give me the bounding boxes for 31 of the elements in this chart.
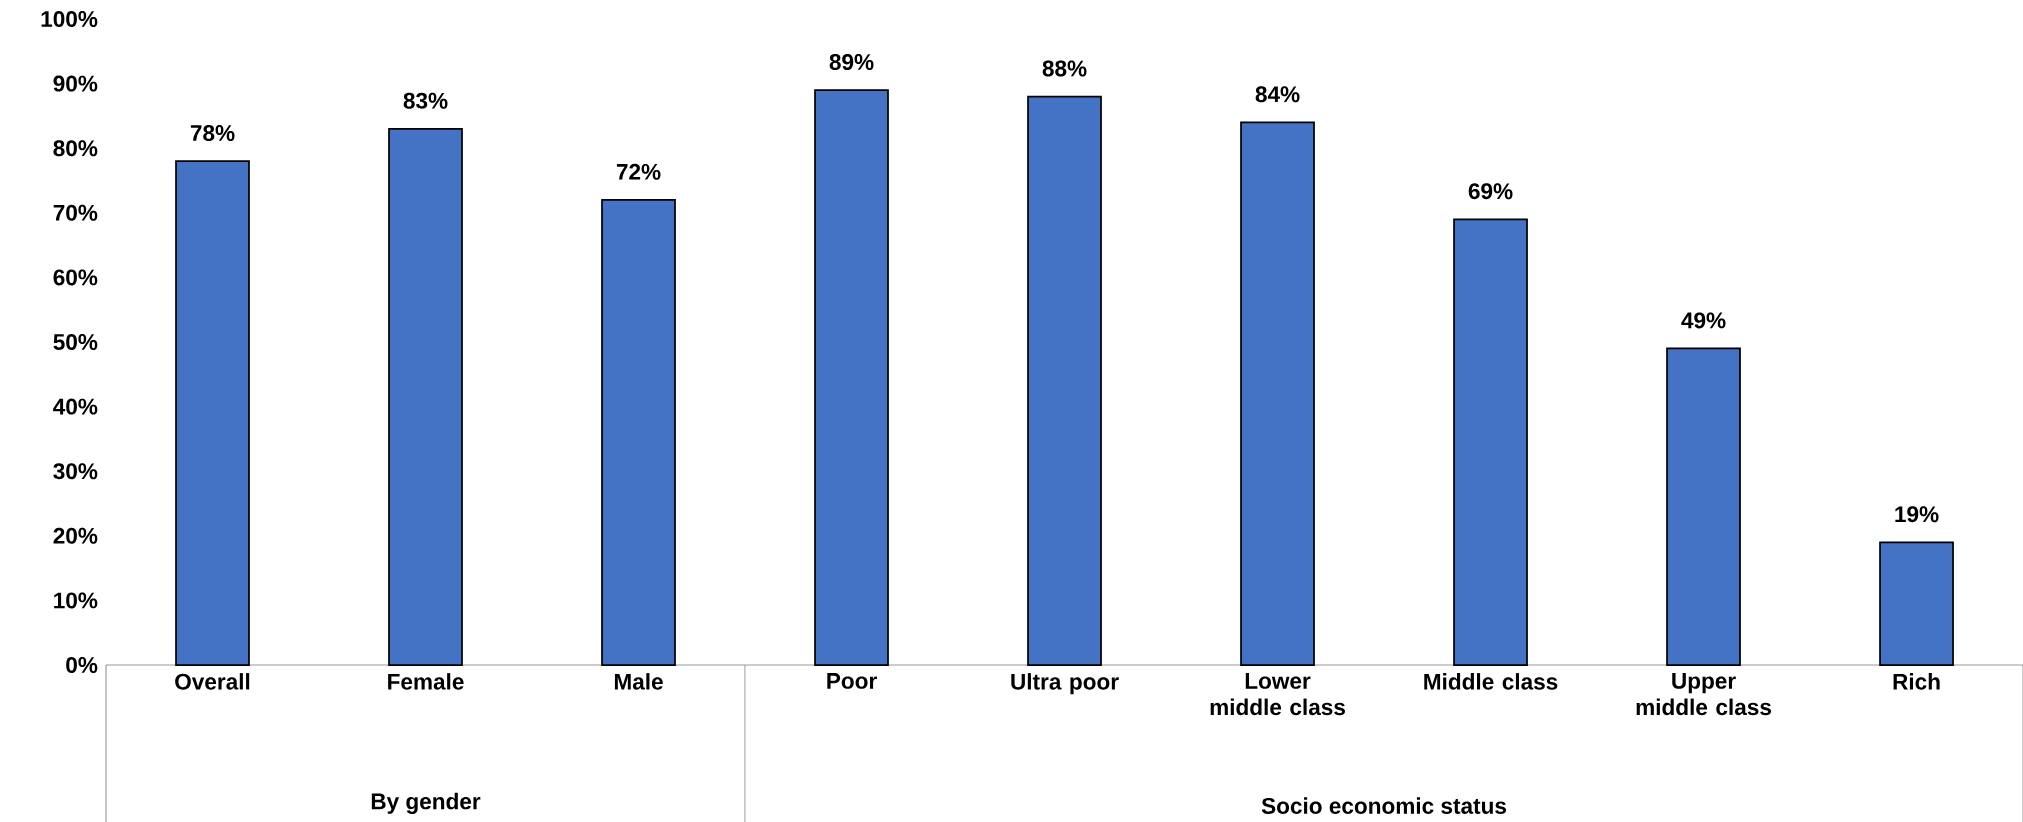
data-label: 83% [403,92,448,109]
y-tick-label: 60% [53,269,98,286]
x-tick-label: Upper middle class [1636,673,1771,716]
data-label: 78% [190,125,235,142]
y-tick-label: 50% [53,334,98,351]
y-tick-label: 0% [66,657,98,674]
y-tick-label: 70% [53,204,98,221]
data-label: 19% [1895,506,1939,523]
x-tick-label: Ultra poor [1011,673,1119,695]
x-tick-label: Rich [1893,673,1940,690]
y-tick-label: 30% [53,463,98,480]
y-tick-label: 10% [54,592,98,609]
y-tick-label: 80% [53,140,98,157]
text: Socio economic status [1261,797,1507,814]
y-tick-label: 90% [53,75,98,92]
data-label: 84% [1255,86,1300,103]
data-label: 88% [1042,60,1087,77]
data-label: 69% [1468,183,1513,200]
y-tick-label: 20% [53,527,98,544]
x-tick-label: Overall [175,673,250,690]
data-label: 72% [616,163,661,180]
x-tick-label: Male [614,673,663,690]
x-tick-label: Female [388,673,464,690]
data-label: 49% [1681,312,1726,329]
data-label: 89% [829,53,874,70]
x-tick-label: Lower middle class [1210,673,1345,716]
x-tick-label: Middle class [1424,673,1558,690]
y-tick-label: 100% [41,11,98,27]
x-tick-label: Poor [827,673,877,689]
y-tick-label: 40% [53,398,98,415]
text: By gender [371,792,481,814]
